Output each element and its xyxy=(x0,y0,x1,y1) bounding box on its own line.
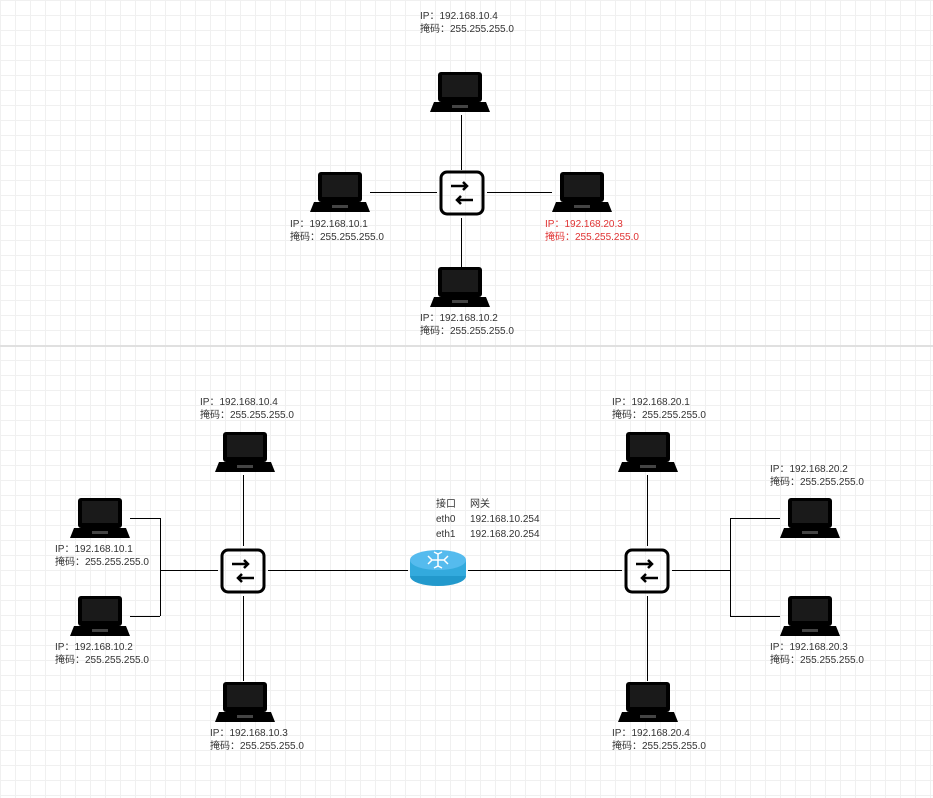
laptop-icon xyxy=(215,430,275,474)
ip-text: IP：192.168.20.2 xyxy=(770,464,848,475)
conn-swL-left-stub xyxy=(160,570,218,571)
conn-swL-down xyxy=(243,596,244,681)
laptop-right-ne xyxy=(780,496,840,545)
router-icon xyxy=(408,548,468,588)
laptop-top-pc-bottom xyxy=(430,265,490,314)
ip-text: IP：192.168.10.2 xyxy=(55,642,133,653)
label-right-s: IP：192.168.20.4 掩码：255.255.255.0 xyxy=(612,727,706,753)
label-left-n: IP：192.168.10.4 掩码：255.255.255.0 xyxy=(200,396,294,422)
if-cell: eth0 xyxy=(430,513,462,526)
ip-text: IP：192.168.10.2 xyxy=(420,313,498,324)
label-top-pc-right: IP：192.168.20.3 掩码：255.255.255.0 xyxy=(545,218,639,244)
mask-text: 掩码：255.255.255.0 xyxy=(420,326,514,337)
gw-cell: 192.168.10.254 xyxy=(464,513,546,526)
label-top-pc-bottom: IP：192.168.10.2 掩码：255.255.255.0 xyxy=(420,312,514,338)
router-table: 接口 网关 eth0 192.168.10.254 eth1 192.168.2… xyxy=(428,496,548,543)
laptop-icon xyxy=(552,170,612,214)
panel-divider xyxy=(0,345,933,347)
diagram-container: IP：192.168.10.4 掩码：255.255.255.0 IP：192.… xyxy=(0,0,933,798)
ip-text: IP：192.168.20.1 xyxy=(612,397,690,408)
conn-swL-to-nw xyxy=(130,518,160,519)
switch-icon xyxy=(218,546,268,596)
ip-text: IP：192.168.10.3 xyxy=(210,728,288,739)
conn-swL-to-sw xyxy=(130,616,160,617)
laptop-icon xyxy=(618,430,678,474)
switch-icon xyxy=(622,546,672,596)
label-right-n: IP：192.168.20.1 掩码：255.255.255.0 xyxy=(612,396,706,422)
mask-text: 掩码：255.255.255.0 xyxy=(770,477,864,488)
laptop-right-se xyxy=(780,594,840,643)
mask-text: 掩码：255.255.255.0 xyxy=(200,410,294,421)
mask-text: 掩码：255.255.255.0 xyxy=(290,232,384,243)
label-left-s: IP：192.168.10.3 掩码：255.255.255.0 xyxy=(210,727,304,753)
laptop-icon xyxy=(780,496,840,540)
conn-swL-left-vert xyxy=(160,518,161,616)
ip-text: IP：192.168.10.1 xyxy=(55,544,133,555)
laptop-top-pc-top xyxy=(430,70,490,119)
conn-swL-router xyxy=(268,570,408,571)
laptop-left-sw xyxy=(70,594,130,643)
table-row-header: 接口 网关 xyxy=(430,498,546,511)
router xyxy=(408,548,468,593)
laptop-left-n xyxy=(215,430,275,479)
laptop-top-pc-right xyxy=(552,170,612,219)
conn-swR-to-ne xyxy=(730,518,780,519)
mask-text: 掩码：255.255.255.0 xyxy=(420,24,514,35)
conn-top-switch-up xyxy=(461,115,462,170)
label-left-nw: IP：192.168.10.1 掩码：255.255.255.0 xyxy=(55,543,149,569)
mask-text: 掩码：255.255.255.0 xyxy=(612,410,706,421)
conn-swR-right-vert xyxy=(730,518,731,616)
laptop-icon xyxy=(430,265,490,309)
laptop-icon xyxy=(70,594,130,638)
label-right-se: IP：192.168.20.3 掩码：255.255.255.0 xyxy=(770,641,864,667)
gw-header: 网关 xyxy=(464,498,546,511)
mask-text: 掩码：255.255.255.0 xyxy=(55,557,149,568)
conn-swL-up xyxy=(243,475,244,546)
ip-text: IP：192.168.10.4 xyxy=(200,397,278,408)
mask-text: 掩码：255.255.255.0 xyxy=(210,741,304,752)
mask-text: 掩码：255.255.255.0 xyxy=(612,741,706,752)
label-left-sw: IP：192.168.10.2 掩码：255.255.255.0 xyxy=(55,641,149,667)
conn-swR-to-se xyxy=(730,616,780,617)
table-row: eth1 192.168.20.254 xyxy=(430,528,546,541)
laptop-icon xyxy=(618,680,678,724)
laptop-icon xyxy=(70,496,130,540)
laptop-right-s xyxy=(618,680,678,729)
ip-text: IP：192.168.20.3 xyxy=(545,219,623,230)
label-right-ne: IP：192.168.20.2 掩码：255.255.255.0 xyxy=(770,463,864,489)
ip-text: IP：192.168.10.4 xyxy=(420,11,498,22)
mask-text: 掩码：255.255.255.0 xyxy=(770,655,864,666)
laptop-icon xyxy=(780,594,840,638)
switch-left xyxy=(218,546,268,601)
ip-text: IP：192.168.20.4 xyxy=(612,728,690,739)
conn-swR-down xyxy=(647,596,648,681)
switch-top xyxy=(437,168,487,223)
conn-top-switch-right xyxy=(487,192,552,193)
table-row: eth0 192.168.10.254 xyxy=(430,513,546,526)
laptop-top-pc-left xyxy=(310,170,370,219)
laptop-right-n xyxy=(618,430,678,479)
laptop-icon xyxy=(430,70,490,114)
if-header: 接口 xyxy=(430,498,462,511)
conn-top-switch-down xyxy=(461,218,462,268)
gw-cell: 192.168.20.254 xyxy=(464,528,546,541)
switch-icon xyxy=(437,168,487,218)
switch-right xyxy=(622,546,672,601)
label-top-pc-left: IP：192.168.10.1 掩码：255.255.255.0 xyxy=(290,218,384,244)
conn-router-swR xyxy=(468,570,622,571)
ip-text: IP：192.168.20.3 xyxy=(770,642,848,653)
laptop-icon xyxy=(310,170,370,214)
laptop-left-s xyxy=(215,680,275,729)
mask-text: 掩码：255.255.255.0 xyxy=(55,655,149,666)
ip-text: IP：192.168.10.1 xyxy=(290,219,368,230)
label-top-pc-top: IP：192.168.10.4 掩码：255.255.255.0 xyxy=(420,10,514,36)
mask-text: 掩码：255.255.255.0 xyxy=(545,232,639,243)
conn-swR-up xyxy=(647,475,648,546)
laptop-left-nw xyxy=(70,496,130,545)
if-cell: eth1 xyxy=(430,528,462,541)
conn-top-switch-left xyxy=(370,192,437,193)
laptop-icon xyxy=(215,680,275,724)
conn-swR-right-stub xyxy=(672,570,730,571)
